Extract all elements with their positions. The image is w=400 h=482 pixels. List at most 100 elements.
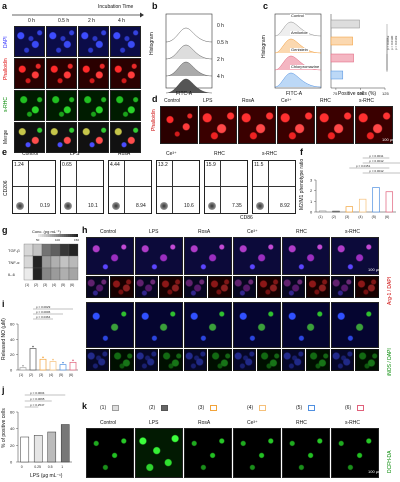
heatmap-cell	[32, 243, 43, 257]
panel-label-k: k	[82, 401, 88, 411]
i-bar	[29, 348, 37, 371]
flow-plot	[204, 160, 248, 214]
g-cat-label: (4)	[52, 283, 56, 287]
g-legend-tick: 150	[74, 238, 79, 242]
j-bar	[20, 436, 30, 463]
d-ylabel: Phalloidin	[151, 109, 157, 131]
panel-label-a: a	[2, 1, 8, 11]
heatmap-cell	[41, 255, 52, 269]
inos-zoom-tile	[184, 349, 207, 371]
e-col-label: RHC	[214, 151, 225, 157]
k-col-label: RHC	[296, 420, 307, 426]
flow-density	[112, 202, 120, 210]
micrograph-tile	[78, 58, 109, 89]
e-col-label: Ce³⁺	[166, 151, 177, 157]
inos-tile	[331, 302, 379, 348]
c-pval: p = 0.0190	[390, 35, 394, 50]
heatmap-cell	[68, 243, 79, 257]
quadrant-line-v	[171, 161, 173, 213]
i-point	[52, 358, 54, 361]
a-row-label: DAPI	[3, 36, 9, 48]
arg1-zoom-tile	[331, 276, 354, 298]
g-legend-swatch	[66, 234, 68, 237]
heatmap-cell	[32, 255, 43, 269]
c-tick-label: 125	[382, 91, 389, 96]
g-cat-label: (1)	[25, 283, 29, 287]
i-pval: p = 0.0006	[36, 310, 51, 314]
f-tick-label: 2	[310, 188, 313, 193]
b-curve-label: 0 h	[217, 23, 224, 29]
arg1-zoom-tile	[306, 276, 330, 298]
panel-label-d: d	[152, 94, 158, 104]
panel-g-heatmap: 50 100 150 TGF-β TNF-α IL-6 (1) (2) (3) (4) (5) (6)	[8, 234, 79, 287]
j-tick-label: 40	[10, 426, 15, 431]
arg1-zoom-tile	[110, 276, 134, 298]
quadrant-line-h	[253, 185, 295, 187]
inos-tile	[86, 302, 134, 348]
quadrant-line-h	[205, 185, 247, 187]
arg1-tile	[135, 237, 183, 275]
c-curve-label: Amiloride	[290, 30, 309, 35]
k-legend-swatch	[259, 405, 266, 411]
flow-density	[160, 202, 168, 210]
i-tick-label: 20	[10, 352, 15, 357]
k-legend-label: (4)	[247, 405, 254, 411]
inos-zoom-tile	[282, 349, 305, 371]
j-xlabel: LPS (μg mL⁻¹)	[30, 473, 63, 479]
f-pval: p = 0.0151	[356, 164, 371, 168]
k-legend-swatch	[112, 405, 119, 411]
f-bar	[358, 198, 367, 213]
h-col-label: s-RHC	[345, 229, 360, 235]
flow-plot	[252, 160, 296, 214]
heatmap-cell	[68, 267, 79, 281]
inos-tile	[233, 302, 281, 348]
heatmap-cell	[59, 243, 70, 257]
e-ylabel: CD206	[3, 180, 9, 196]
heatmap-cell	[41, 243, 52, 257]
micrograph-tile	[46, 26, 77, 57]
i-cat-label: (4)	[49, 373, 53, 377]
i-point	[72, 359, 74, 362]
quadrant-line-h	[61, 185, 103, 187]
c-pval: p = 0.0063	[386, 35, 390, 50]
incubation-time-label: Incubation Time	[98, 4, 134, 10]
inos-zoom-tile	[257, 349, 281, 371]
i-bar	[49, 361, 57, 371]
k-col-label: Control	[100, 420, 117, 426]
j-pval: p = 0.0004	[30, 391, 45, 395]
flow-plot	[108, 160, 152, 214]
heatmap-cell	[23, 255, 34, 269]
inos-zoom-tile	[135, 349, 158, 371]
e-col-label: LPS	[70, 151, 80, 157]
inos-zoom-tile	[331, 349, 354, 371]
c-curve-label: Control	[290, 13, 305, 18]
panel-label-i: i	[2, 299, 5, 309]
g-legend-swatch	[52, 234, 54, 237]
i-cat-label: (2)	[29, 373, 33, 377]
micrograph-tile	[110, 122, 141, 153]
k-col-label: Ce³⁺	[247, 420, 258, 426]
inos-zoom-tile	[355, 349, 379, 371]
micrograph-tile	[14, 26, 45, 57]
arg1-tile	[233, 237, 281, 275]
inos-zoom-tile	[208, 349, 232, 371]
heatmap-cell	[23, 267, 34, 281]
phalloidin-tile	[160, 106, 198, 144]
i-tick-label: 60	[10, 322, 15, 327]
micrograph-tile	[78, 26, 109, 57]
f-bar	[372, 187, 380, 213]
k-col-label: LPS	[149, 420, 159, 426]
e-ul-value: 15.9	[206, 162, 216, 168]
inos-zoom-tile	[306, 349, 330, 371]
c-curve-label: Genistein	[290, 47, 309, 52]
b-curve-label: 2 h	[217, 57, 224, 63]
arg1-tile	[282, 237, 330, 275]
e-lr-value: 8.94	[136, 203, 146, 209]
j-cat-label: 0.25	[34, 465, 41, 469]
j-pval: p = 0.2547	[30, 403, 45, 407]
micrograph-tile	[110, 90, 141, 121]
quadrant-line-v	[27, 161, 29, 213]
arg1-zoom-tile	[159, 276, 183, 298]
